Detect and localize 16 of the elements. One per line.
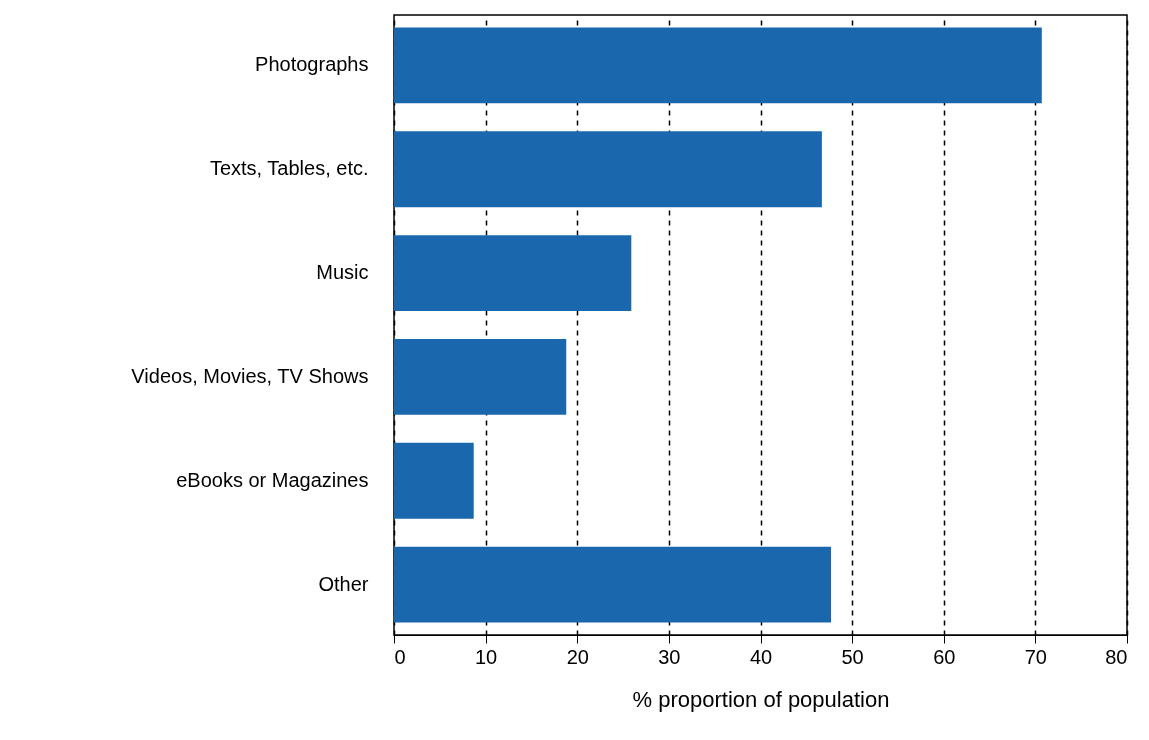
y-tick-label: Other: [318, 572, 369, 595]
y-tick-label: Music: [316, 261, 369, 284]
x-tick-label: 80: [1105, 645, 1128, 668]
x-tick-label: 70: [1024, 645, 1047, 668]
y-tick-label: eBooks or Magazines: [176, 468, 369, 491]
x-tick-label: 20: [566, 645, 589, 668]
x-tick-label: 50: [841, 645, 864, 668]
x-tick-label: 30: [658, 645, 681, 668]
y-tick-label: Photographs: [255, 53, 369, 76]
x-tick-label: 60: [933, 645, 956, 668]
y-tick-label: Texts, Tables, etc.: [209, 157, 369, 180]
x-tick-label: 10: [475, 645, 498, 668]
x-axis-title: % proportion of population: [632, 686, 890, 712]
x-tick-label: 40: [749, 645, 773, 668]
y-tick-label: Videos, Movies, TV Shows: [131, 364, 369, 387]
x-tick-label: 0: [394, 645, 406, 668]
